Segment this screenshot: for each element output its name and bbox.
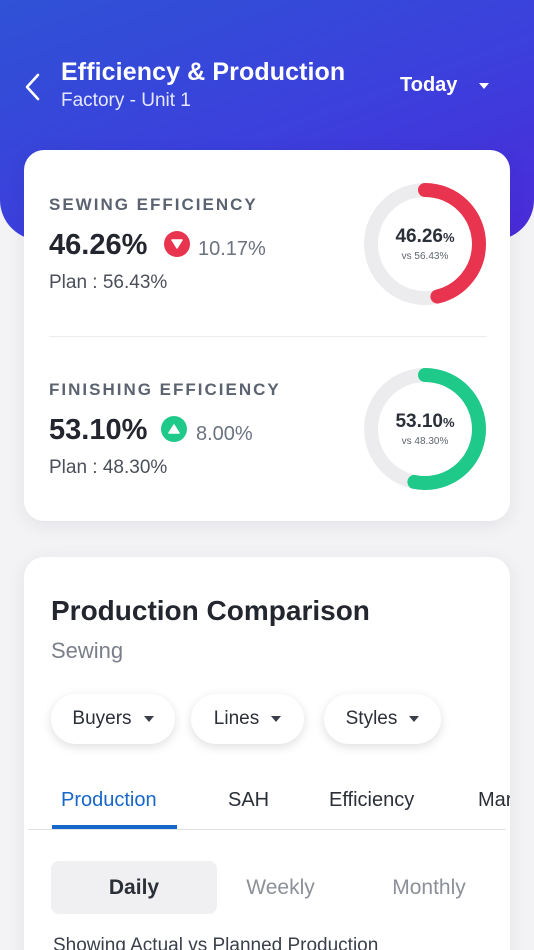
- metric-tabs: Production SAH Efficiency Mar: [24, 779, 510, 831]
- sewing-efficiency-change: 10.17%: [198, 238, 266, 260]
- chevron-left-icon: [25, 73, 40, 101]
- finishing-donut-unit: %: [442, 415, 455, 430]
- caret-down-icon: [409, 716, 420, 722]
- tab-mar[interactable]: Mar: [478, 789, 510, 811]
- finishing-efficiency-section[interactable]: FINISHING EFFICIENCY 53.10% 8.00% Plan :…: [24, 336, 510, 521]
- trend-up-icon: [161, 416, 187, 442]
- tab-sah[interactable]: SAH: [228, 789, 270, 811]
- trend-down-icon: [164, 231, 190, 257]
- sewing-efficiency-donut: 46.26% vs 56.43%: [362, 181, 488, 307]
- finishing-donut-vs: vs 48.30%: [401, 436, 449, 447]
- sewing-efficiency-label: SEWING EFFICIENCY: [49, 195, 258, 214]
- divider: [49, 336, 487, 337]
- period-daily[interactable]: Daily: [51, 861, 217, 914]
- efficiency-card: SEWING EFFICIENCY 46.26% 10.17% Plan : 5…: [24, 150, 510, 521]
- period-monthly[interactable]: Monthly: [392, 875, 466, 899]
- finishing-efficiency-change: 8.00%: [196, 423, 253, 445]
- filter-buyers[interactable]: Buyers: [51, 694, 175, 744]
- finishing-efficiency-value: 53.10%: [49, 414, 148, 446]
- active-tab-indicator: [52, 825, 177, 829]
- finishing-efficiency-donut: 53.10% vs 48.30%: [362, 366, 488, 492]
- finishing-donut-value: 53.10: [395, 411, 443, 432]
- chart-description: Showing Actual vs Planned Production: [53, 935, 379, 950]
- caret-down-icon: [271, 716, 282, 722]
- filter-lines-label: Lines: [213, 708, 260, 729]
- sewing-donut-vs: vs 56.43%: [401, 251, 449, 262]
- tab-efficiency[interactable]: Efficiency: [329, 789, 415, 811]
- filter-buyers-label: Buyers: [72, 708, 132, 729]
- caret-down-icon: [479, 82, 490, 89]
- sewing-efficiency-section[interactable]: SEWING EFFICIENCY 46.26% 10.17% Plan : 5…: [24, 150, 510, 335]
- filter-styles[interactable]: Styles: [324, 694, 441, 744]
- sewing-donut-value: 46.26: [395, 226, 443, 247]
- sewing-efficiency-value: 46.26%: [49, 229, 148, 261]
- production-comparison-card: Production Comparison Sewing Buyers Line…: [24, 557, 510, 950]
- finishing-efficiency-plan: Plan : 48.30%: [49, 457, 168, 478]
- finishing-efficiency-label: FINISHING EFFICIENCY: [49, 380, 281, 399]
- period-dropdown-label: Today: [400, 74, 458, 96]
- tab-production[interactable]: Production: [61, 789, 157, 811]
- production-title: Production Comparison: [51, 595, 370, 626]
- production-subtitle: Sewing: [51, 638, 124, 663]
- period-weekly[interactable]: Weekly: [246, 875, 315, 899]
- back-button[interactable]: [18, 70, 46, 104]
- page-subtitle: Factory - Unit 1: [61, 90, 191, 111]
- period-dropdown[interactable]: Today: [400, 74, 490, 97]
- filter-lines[interactable]: Lines: [191, 694, 304, 744]
- page-title: Efficiency & Production: [61, 58, 346, 86]
- caret-down-icon: [143, 716, 154, 722]
- tabs-divider: [28, 829, 506, 830]
- sewing-efficiency-plan: Plan : 56.43%: [49, 272, 168, 293]
- sewing-donut-unit: %: [442, 230, 455, 245]
- filter-styles-label: Styles: [345, 708, 398, 729]
